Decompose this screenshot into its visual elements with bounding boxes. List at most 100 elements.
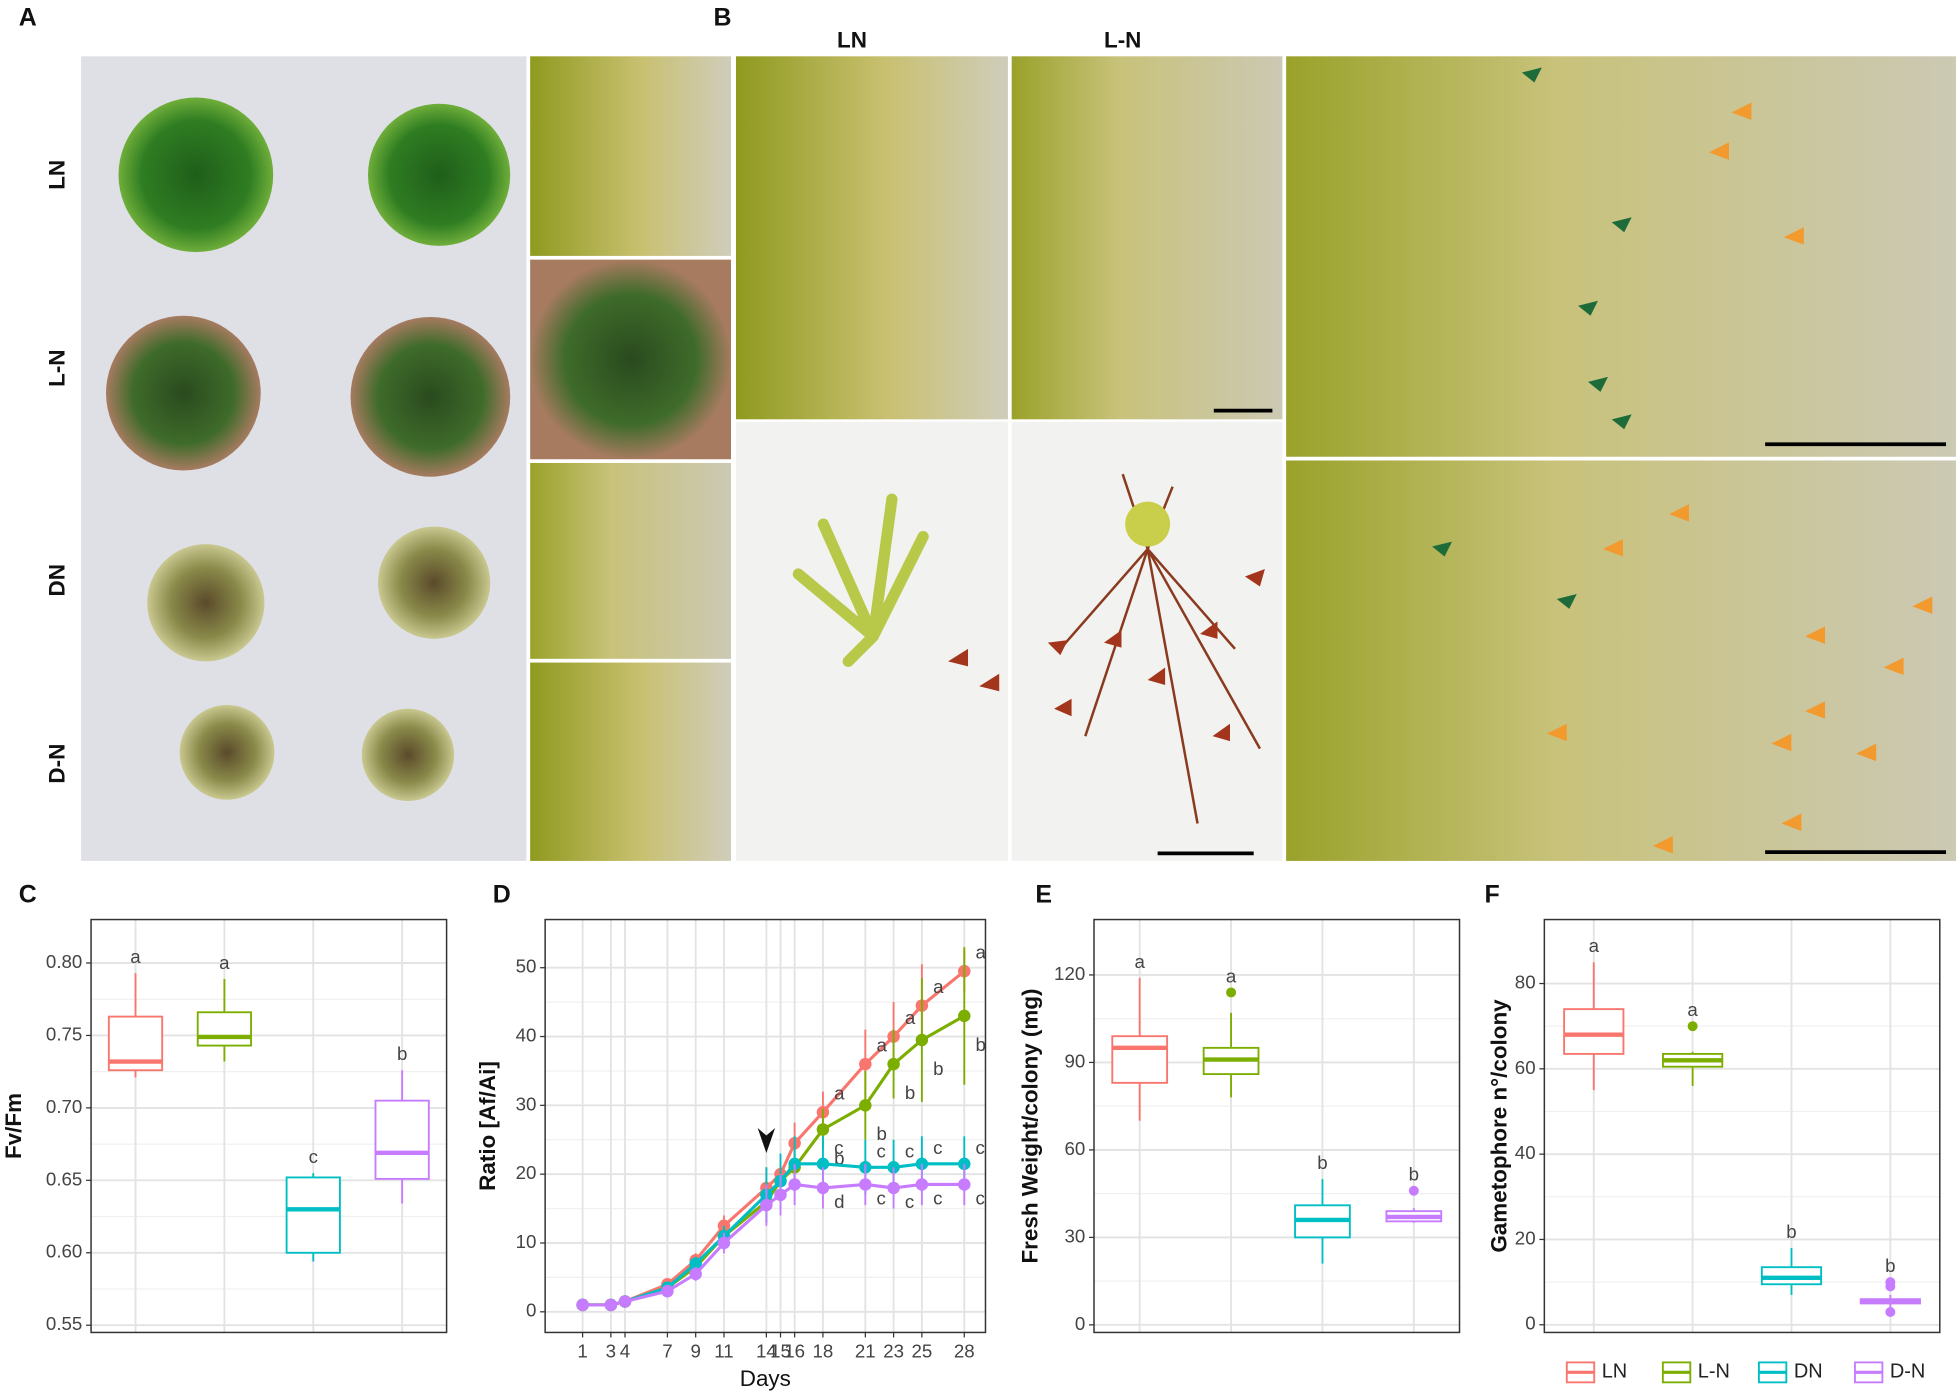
significance-label: a (933, 976, 944, 997)
significance-label: d (834, 1191, 844, 1212)
x-tick-label: 25 (911, 1340, 932, 1361)
y-tick-label: 20 (1515, 1227, 1536, 1248)
point (958, 1178, 971, 1191)
panel-label: F (1484, 880, 1499, 908)
y-tick-label: 0.55 (46, 1313, 82, 1334)
plot-frame (90, 918, 448, 1334)
row-label: D-N (45, 744, 70, 784)
panel-label: C (19, 880, 37, 908)
colony (377, 526, 491, 639)
y-tick-label: 50 (516, 956, 537, 977)
box (1563, 1008, 1625, 1055)
legend-label: LN (1602, 1361, 1628, 1383)
y-tick-label: 0.70 (46, 1096, 82, 1117)
point (661, 1284, 674, 1298)
outlier (1885, 1306, 1896, 1317)
significance-label: a (1134, 951, 1145, 972)
significance-label: c (933, 1187, 942, 1208)
y-axis-label: Ratio [Af/Ai] (475, 1061, 500, 1191)
photo-panel-a (81, 56, 732, 861)
box (285, 1176, 341, 1254)
significance-label: b (1885, 1255, 1895, 1276)
plot-frame (1543, 918, 1941, 1334)
plot-background (545, 919, 986, 1333)
x-tick-label: 4 (620, 1340, 630, 1361)
x-tick-label: 14 (756, 1340, 777, 1361)
y-axis-label: Gametophore n°/colony (1487, 999, 1512, 1253)
gametophore (1125, 501, 1171, 547)
column-label: L-N (1104, 27, 1141, 52)
significance-label: a (130, 946, 141, 967)
significance-label: b (1409, 1164, 1419, 1185)
y-tick-label: 80 (1515, 971, 1536, 992)
point (689, 1257, 702, 1270)
arrow (757, 1128, 776, 1154)
x-tick-label: 21 (855, 1340, 876, 1361)
y-tick-label: 40 (516, 1024, 537, 1045)
photo (1011, 56, 1283, 420)
y-tick-label: 0 (526, 1300, 536, 1321)
significance-label: a (1226, 965, 1237, 986)
significance-label: c (933, 1137, 942, 1158)
x-tick-label: 1 (577, 1340, 587, 1361)
box (196, 1011, 252, 1047)
x-axis-label: Days (740, 1366, 791, 1391)
x-tick-label: 28 (954, 1340, 975, 1361)
chart: 0.55 0.60 0.65 0.70 0.75 0.80 Fv/Fm a a c b (1, 918, 448, 1334)
colony (179, 704, 275, 800)
colony (118, 97, 274, 253)
y-tick-label: 30 (516, 1093, 537, 1114)
significance-label: b (1317, 1152, 1327, 1173)
y-tick-label: 0 (1525, 1313, 1535, 1334)
x-tick-label: 15 (770, 1340, 791, 1361)
outlier (1687, 1021, 1698, 1032)
significance-label: c (877, 1140, 886, 1161)
arrowheads (948, 569, 1265, 742)
significance-label: a (905, 1007, 916, 1028)
box (1111, 1035, 1169, 1084)
point (576, 1298, 589, 1312)
point (859, 1057, 872, 1071)
point (887, 1181, 900, 1195)
plot-frame (1093, 918, 1461, 1334)
point (774, 1188, 787, 1202)
significance-label: c (905, 1140, 914, 1161)
y-tick-label: 90 (1064, 1050, 1085, 1071)
y-tick-label: 10 (516, 1231, 537, 1252)
x-tick-label: 23 (883, 1340, 904, 1361)
panel-label: A (19, 3, 37, 31)
plot-background (1544, 919, 1940, 1333)
colony (147, 544, 265, 662)
significance-label: c (309, 1146, 318, 1167)
panel-label: D (493, 880, 511, 908)
point (915, 1178, 929, 1191)
outlier (1226, 987, 1237, 998)
gametophore (792, 493, 929, 667)
y-tick-label: 0.65 (46, 1168, 82, 1189)
y-tick-label: 0.60 (46, 1241, 82, 1262)
point (816, 1157, 830, 1171)
photo (530, 56, 732, 256)
outlier (1885, 1281, 1896, 1292)
y-tick-label: 0.80 (46, 951, 82, 972)
colony (350, 317, 511, 477)
significance-label: c (976, 1187, 985, 1208)
point (915, 1033, 929, 1047)
photo (530, 259, 732, 460)
colony (367, 103, 511, 246)
point (689, 1267, 702, 1281)
significance-label: a (834, 1083, 845, 1104)
y-axis-label: Fresh Weight/colony (mg) (1018, 988, 1043, 1263)
significance-label: b (397, 1043, 407, 1064)
outlier (1408, 1185, 1419, 1196)
x-tick-label: 7 (662, 1340, 672, 1361)
point (887, 1057, 900, 1071)
colony (361, 708, 455, 802)
x-tick-label: 18 (813, 1340, 834, 1361)
photo (530, 462, 732, 659)
significance-label: b (834, 1147, 844, 1168)
photo (530, 662, 732, 861)
significance-label: a (219, 952, 230, 973)
